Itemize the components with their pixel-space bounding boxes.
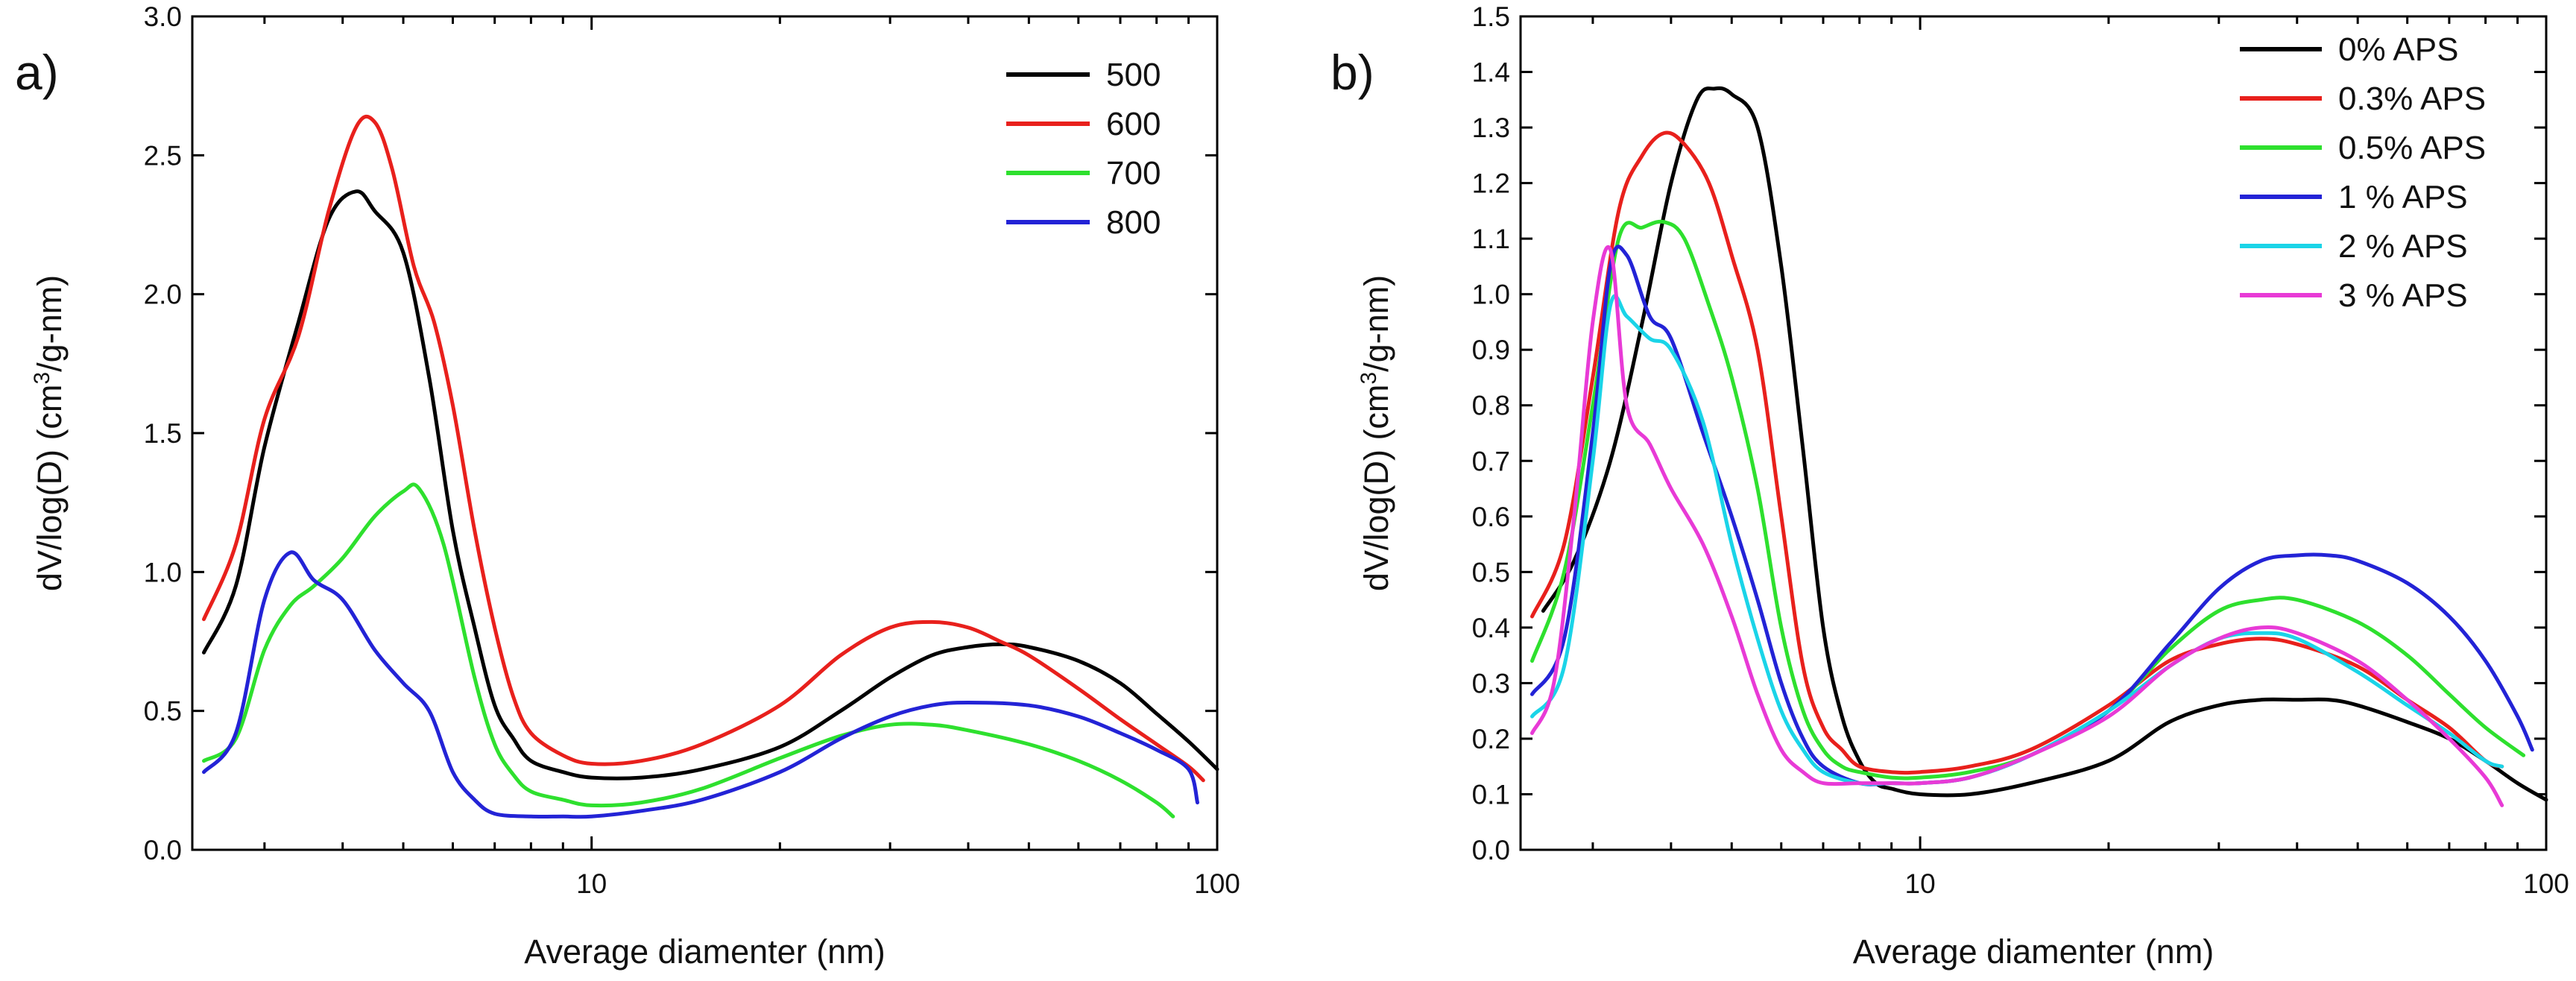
series-line-0 bbox=[202, 189, 1219, 780]
y-tick-label: 0.1 bbox=[1472, 779, 1510, 810]
y-tick-label: 0.6 bbox=[1472, 502, 1510, 532]
y-tick-label: 1.0 bbox=[1472, 280, 1510, 310]
legend-label: 0.3% APS bbox=[2338, 81, 2486, 117]
y-tick-label: 3.0 bbox=[144, 1, 182, 32]
x-tick-label: 10 bbox=[1905, 868, 1936, 899]
series-line-4 bbox=[1530, 294, 2504, 786]
legend-label: 700 bbox=[1106, 155, 1161, 192]
series-line-1 bbox=[1530, 130, 2504, 775]
plot-frame bbox=[1519, 15, 2548, 851]
legend-label: 500 bbox=[1106, 57, 1161, 93]
y-tick-label: 0.8 bbox=[1472, 391, 1510, 421]
y-axis-title-main: dV/log(D) (cm bbox=[31, 385, 69, 592]
y-tick-label: 1.5 bbox=[144, 418, 182, 449]
y-tick-label: 0.3 bbox=[1472, 668, 1510, 698]
legend-label: 800 bbox=[1106, 204, 1161, 241]
y-tick-label: 0.9 bbox=[1472, 335, 1510, 365]
y-tick-label: 1.3 bbox=[1472, 113, 1510, 143]
y-tick-label: 0.7 bbox=[1472, 446, 1510, 476]
y-tick-label: 1.0 bbox=[144, 557, 182, 587]
y-axis-title: dV/log(D) (cm3/g-nm) bbox=[30, 275, 69, 591]
y-tick-label: 1.1 bbox=[1472, 224, 1510, 254]
series-line-3 bbox=[1530, 245, 2534, 786]
x-axis-title: Average diamenter (nm) bbox=[524, 933, 885, 971]
legend-label: 0% APS bbox=[2338, 31, 2458, 68]
legend-label: 0.5% APS bbox=[2338, 130, 2486, 166]
series-line-0 bbox=[1541, 86, 2548, 802]
legend-label: 600 bbox=[1106, 106, 1161, 142]
series-line-3 bbox=[202, 550, 1199, 819]
legend: 0% APS 0.3% APS 0.5% APS 1 % APS 2 % APS 3 % … bbox=[2240, 31, 2486, 314]
y-tick-label: 2.0 bbox=[144, 280, 182, 310]
series-line-5 bbox=[1530, 245, 2504, 807]
panel-b: 0.0 0.1 0.2 0.3 0.4 0.5 0.6 0.7 0.8 0.9 1.0 1.1 1.2 1… bbox=[1330, 1, 2569, 971]
panel-label: b) bbox=[1330, 45, 1374, 100]
y-axis-title-sup: 3 bbox=[30, 372, 54, 385]
y-tick-label: 0.0 bbox=[1472, 835, 1510, 865]
y-tick-label: 1.5 bbox=[1472, 1, 1510, 32]
series-line-2 bbox=[1530, 219, 2526, 780]
y-tick-label: 0.4 bbox=[1472, 613, 1510, 643]
plot-frame bbox=[191, 15, 1219, 851]
y-axis-title-tail: /g-nm) bbox=[31, 275, 69, 372]
y-axis-title-main: dV/log(D) (cm bbox=[1357, 385, 1395, 592]
panel-a: 0.0 0.5 1.0 1.5 2.0 2.5 3.0 10 100 Average diamen… bbox=[15, 1, 1240, 971]
x-tick-label: 100 bbox=[1194, 868, 1240, 899]
legend-label: 3 % APS bbox=[2338, 277, 2468, 314]
x-axis-title: Average diamenter (nm) bbox=[1853, 933, 2214, 971]
y-axis-title-tail: /g-nm) bbox=[1357, 275, 1395, 372]
y-tick-label: 1.2 bbox=[1472, 168, 1510, 199]
y-tick-label: 0.5 bbox=[144, 696, 182, 727]
panel-label: a) bbox=[15, 45, 59, 100]
x-tick-label: 10 bbox=[576, 868, 607, 899]
legend-label: 2 % APS bbox=[2338, 228, 2468, 265]
y-axis-title-sup: 3 bbox=[1357, 372, 1381, 385]
y-tick-label: 0.5 bbox=[1472, 557, 1510, 587]
series-line-1 bbox=[202, 114, 1205, 783]
y-tick-label: 2.5 bbox=[144, 140, 182, 171]
y-tick-label: 1.4 bbox=[1472, 57, 1510, 88]
x-tick-label: 100 bbox=[2523, 868, 2569, 899]
series-line-2 bbox=[202, 482, 1175, 818]
legend-label: 1 % APS bbox=[2338, 179, 2468, 215]
y-axis-title: dV/log(D) (cm3/g-nm) bbox=[1357, 275, 1395, 591]
y-tick-label: 0.2 bbox=[1472, 724, 1510, 754]
y-tick-label: 0.0 bbox=[144, 835, 182, 865]
legend: 500 600 700 800 bbox=[1006, 57, 1161, 241]
